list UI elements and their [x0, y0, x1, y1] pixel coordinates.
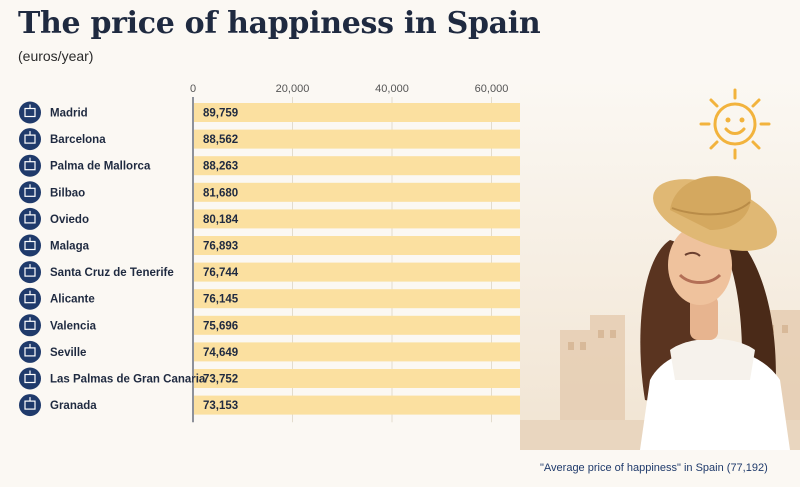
bar: [194, 209, 592, 229]
category-label: Valencia: [50, 320, 97, 332]
palace-icon: [19, 234, 41, 257]
category-label: Seville: [50, 347, 86, 359]
bar-value-label: 73,752: [203, 374, 238, 386]
bar: [194, 369, 560, 388]
category-label: Madrid: [50, 108, 88, 120]
bar-value-label: 81,680: [203, 187, 238, 199]
museum-icon: [19, 181, 41, 204]
bar: [194, 182, 600, 202]
category-label: Malaga: [50, 241, 90, 253]
bar-value-label: 73,153: [203, 400, 238, 412]
bar-value-label: 88,263: [203, 161, 238, 173]
bar-value-label: 80,184: [203, 214, 239, 226]
chart-title: The price of happiness in Spain: [18, 6, 541, 41]
footnote: "Average price of happiness" in Spain (7…: [540, 462, 768, 474]
x-tick-label: 0: [190, 83, 196, 95]
cathedral-icon: [19, 154, 41, 177]
bar-value-label: 76,145: [203, 294, 239, 306]
category-label: Bilbao: [50, 187, 85, 199]
sun-icon: [699, 88, 771, 160]
castle-icon: [19, 287, 41, 310]
x-tick-label: 20,000: [276, 83, 310, 95]
category-label: Barcelona: [50, 134, 106, 146]
bar: [194, 342, 565, 362]
category-label: Palma de Mallorca: [50, 161, 151, 173]
bar: [194, 315, 570, 335]
bar-value-label: 75,696: [203, 320, 238, 332]
x-tick-label: 60,000: [475, 83, 509, 95]
palm-tree-icon: [19, 367, 41, 390]
bar: [194, 395, 557, 415]
bar-value-label: 89,759: [203, 108, 238, 120]
category-label: Granada: [50, 400, 97, 412]
bar: [194, 236, 576, 255]
x-tick-label: 40,000: [375, 83, 409, 95]
tower-icon: [19, 261, 41, 284]
bar: [194, 262, 575, 282]
castle-icon: [19, 207, 41, 230]
bar-value-label: 74,649: [203, 347, 238, 359]
alhambra-icon: [19, 394, 41, 417]
category-label: Alicante: [50, 294, 95, 306]
bar-value-label: 88,562: [203, 134, 238, 146]
bar-value-label: 76,744: [203, 267, 239, 279]
bar-value-label: 76,893: [203, 241, 238, 253]
category-label: Las Palmas de Gran Canaria: [50, 374, 206, 386]
tower-icon: [19, 340, 41, 363]
church-icon: [19, 128, 41, 151]
woman-photo: [520, 80, 800, 450]
tower-icon: [19, 314, 41, 337]
category-label: Santa Cruz de Tenerife: [50, 267, 174, 279]
chart-subtitle: (euros/year): [18, 48, 94, 64]
bar: [194, 289, 572, 309]
category-label: Oviedo: [50, 214, 89, 226]
building-icon: [19, 101, 41, 124]
